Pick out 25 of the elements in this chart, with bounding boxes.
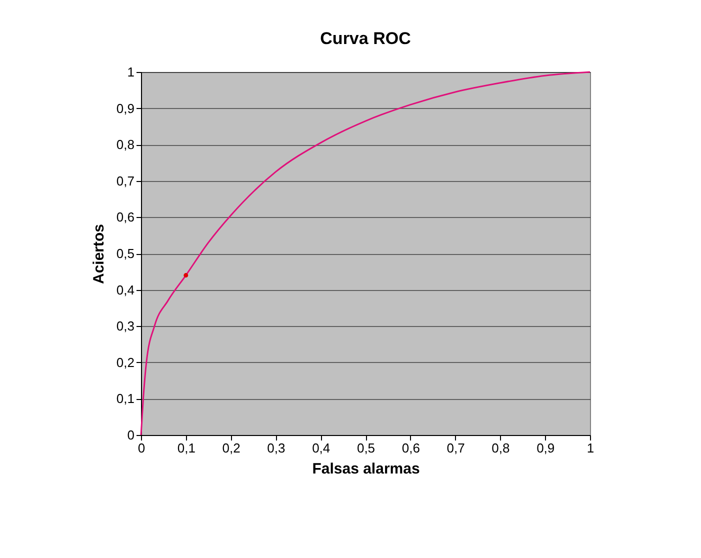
x-tick-label: 0,9 — [536, 440, 555, 456]
y-tick-label: 0,2 — [116, 354, 134, 370]
chart-title: Curva ROC — [320, 29, 411, 48]
x-tick-label: 0,3 — [267, 440, 286, 456]
x-tick-label: 0 — [138, 440, 146, 456]
y-tick-label: 0 — [127, 428, 134, 442]
x-tick-label: 0,2 — [222, 440, 240, 456]
y-tick-label: 0,7 — [116, 173, 134, 188]
y-tick-label: 0,6 — [116, 210, 134, 225]
x-tick-label: 0,8 — [492, 440, 510, 456]
y-axis-title: Aciertos — [90, 224, 108, 284]
x-tick-label: 0,1 — [177, 440, 196, 456]
y-tick-label: 0,1 — [116, 391, 134, 406]
x-tick-label: 0,7 — [446, 440, 465, 456]
y-tick-label: 1 — [127, 64, 134, 80]
y-tick-label: 0,9 — [116, 100, 134, 116]
x-tick-label: 1 — [586, 440, 594, 456]
x-tick-label: 0,4 — [312, 440, 330, 456]
x-tick-label: 0,6 — [402, 440, 420, 456]
x-tick-label: 0,5 — [356, 440, 376, 456]
y-tick-label: 0,5 — [116, 246, 134, 261]
y-tick-label: 0,8 — [116, 137, 134, 152]
x-axis-title: Falsas alarmas — [312, 460, 420, 478]
y-tick-label: 0,4 — [116, 282, 134, 298]
y-tick-label: 0,3 — [116, 318, 134, 334]
